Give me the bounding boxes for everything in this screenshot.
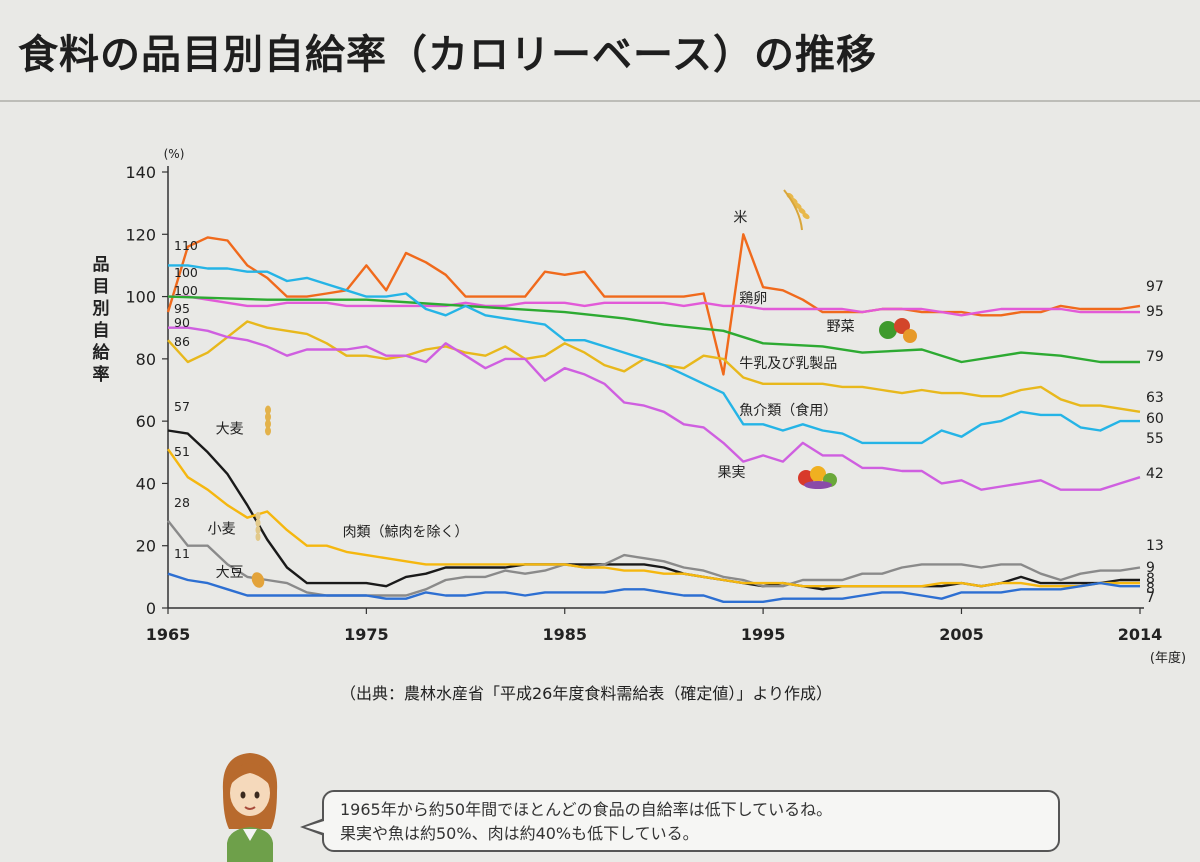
start-value-label: 11 bbox=[174, 546, 190, 561]
end-value-label: 95 bbox=[1146, 304, 1164, 320]
series-line bbox=[167, 572, 1140, 603]
chart-series-lines bbox=[166, 233, 1141, 603]
end-value-label: 13 bbox=[1146, 538, 1164, 554]
end-value-label: 9 bbox=[1146, 560, 1155, 576]
end-value-label: 7 bbox=[1146, 590, 1155, 606]
vegetable-carrot bbox=[903, 329, 917, 343]
wheat-grain bbox=[255, 533, 261, 541]
series-name-label: 果実 bbox=[717, 465, 745, 481]
x-tick-label: 1985 bbox=[542, 625, 587, 644]
self-sufficiency-line-chart: 0 20 40 60 80 100 120 140 1965 1975 1985 1995 2005 20… bbox=[92, 147, 1187, 666]
end-value-label: 8 bbox=[1146, 571, 1155, 587]
y-axis-title-char: 率 bbox=[93, 364, 110, 385]
end-value-label: 42 bbox=[1146, 466, 1164, 482]
x-tick-label: 2014 bbox=[1118, 625, 1163, 644]
series-line bbox=[168, 295, 1140, 317]
end-value-label: 97 bbox=[1146, 279, 1164, 295]
wheat-grain bbox=[255, 512, 261, 520]
y-tick-label: 140 bbox=[125, 163, 156, 182]
y-unit-label: (%) bbox=[164, 147, 185, 161]
barley-grain bbox=[265, 426, 271, 436]
start-value-label: 51 bbox=[174, 444, 190, 459]
start-value-label: 95 bbox=[174, 301, 190, 316]
fruit-orange bbox=[810, 466, 826, 482]
title-divider bbox=[0, 100, 1200, 102]
chart-axes: 0 20 40 60 80 100 120 140 1965 1975 1985 1995 2005 20… bbox=[92, 147, 1187, 666]
rice-grain bbox=[802, 212, 810, 220]
start-value-label: 100 bbox=[174, 265, 198, 280]
x-tick-label: 1975 bbox=[344, 625, 389, 644]
series-name-label: 小麦 bbox=[208, 521, 236, 537]
vegetables-icon bbox=[879, 318, 917, 343]
y-tick-label: 120 bbox=[125, 225, 156, 244]
y-tick-label: 100 bbox=[125, 288, 156, 307]
barley-grain bbox=[265, 405, 271, 415]
y-tick-label: 40 bbox=[136, 474, 156, 493]
rice-stem bbox=[783, 189, 803, 231]
series-name-label: 牛乳及び乳製品 bbox=[739, 356, 837, 372]
series-line bbox=[168, 326, 1141, 491]
start-value-label: 86 bbox=[174, 334, 190, 349]
series-name-label: 野菜 bbox=[827, 319, 855, 335]
x-tick-label: 1995 bbox=[741, 625, 786, 644]
end-value-label: 8 bbox=[1146, 581, 1155, 597]
rice-stalk-icon bbox=[783, 189, 810, 231]
series-name-label: 大豆 bbox=[216, 565, 244, 581]
x-tick-label: 2005 bbox=[939, 625, 984, 644]
speech-bubble-tail-inner bbox=[305, 821, 324, 833]
series-name-label: 大麦 bbox=[216, 422, 244, 438]
series-name-label: 鶏卵 bbox=[739, 291, 767, 307]
y-tick-label: 80 bbox=[136, 350, 156, 369]
y-axis-title-char: 自 bbox=[93, 320, 110, 341]
speech-line-2: 果実や魚は約50%、肉は約40%も低下している。 bbox=[340, 824, 699, 843]
start-value-label: 28 bbox=[174, 495, 190, 510]
x-tick-label: 1965 bbox=[146, 625, 191, 644]
chart-labels: 1101001009590865751281197957963605542139… bbox=[174, 210, 1164, 606]
series-line bbox=[167, 295, 1140, 364]
start-value-label: 110 bbox=[174, 238, 198, 253]
barley-grain bbox=[265, 412, 271, 422]
y-tick-label: 0 bbox=[146, 599, 156, 618]
girl-character-icon bbox=[222, 753, 278, 862]
speech-bubble: 1965年から約50年間でほとんどの食品の自給率は低下しているね。 果実や魚は約… bbox=[322, 790, 1060, 852]
x-unit-label: (年度) bbox=[1150, 650, 1186, 666]
y-tick-label: 60 bbox=[136, 412, 156, 431]
barley-grain bbox=[265, 419, 271, 429]
soybean-icon bbox=[251, 572, 265, 588]
start-value-label: 100 bbox=[174, 283, 198, 298]
vegetable-leaf bbox=[879, 321, 897, 339]
soybean-pod bbox=[251, 572, 265, 588]
y-axis-title-char: 品 bbox=[93, 255, 110, 275]
y-axis-title-char: 給 bbox=[93, 342, 111, 363]
series-name-label: 魚介類（食用） bbox=[739, 402, 837, 419]
barley-icon bbox=[265, 405, 271, 436]
series-name-label: 米 bbox=[733, 210, 747, 226]
y-tick-label: 20 bbox=[136, 537, 156, 556]
end-value-label: 63 bbox=[1146, 390, 1164, 406]
rice-grain bbox=[798, 207, 806, 215]
y-axis-title-char: 目 bbox=[93, 277, 110, 297]
page-title: 食料の品目別自給率（カロリーベース）の推移 bbox=[18, 32, 877, 78]
start-value-label: 57 bbox=[174, 399, 190, 414]
source-note: （出典：農林水産省「平成26年度食料需給表（確定値）」より作成） bbox=[340, 684, 833, 703]
vegetable-tomato bbox=[894, 318, 910, 334]
fruit-grapes bbox=[804, 481, 832, 489]
series-line bbox=[168, 264, 1140, 445]
fruits-icon bbox=[798, 466, 837, 489]
series-line bbox=[166, 233, 1141, 376]
series-line bbox=[167, 320, 1141, 413]
y-axis-title-char: 別 bbox=[92, 299, 110, 319]
series-line bbox=[167, 448, 1140, 588]
wheat-grain bbox=[255, 519, 261, 527]
end-value-label: 79 bbox=[1146, 349, 1164, 365]
series-name-label: 肉類（鯨肉を除く） bbox=[343, 524, 469, 540]
end-value-label: 55 bbox=[1146, 431, 1164, 447]
wheat-grain bbox=[255, 526, 261, 534]
wheat-icon bbox=[255, 512, 261, 541]
speech-line-1: 1965年から約50年間でほとんどの食品の自給率は低下しているね。 bbox=[340, 800, 833, 819]
start-value-label: 90 bbox=[174, 315, 190, 330]
chart-decorations bbox=[251, 189, 917, 588]
end-value-label: 60 bbox=[1146, 411, 1164, 427]
